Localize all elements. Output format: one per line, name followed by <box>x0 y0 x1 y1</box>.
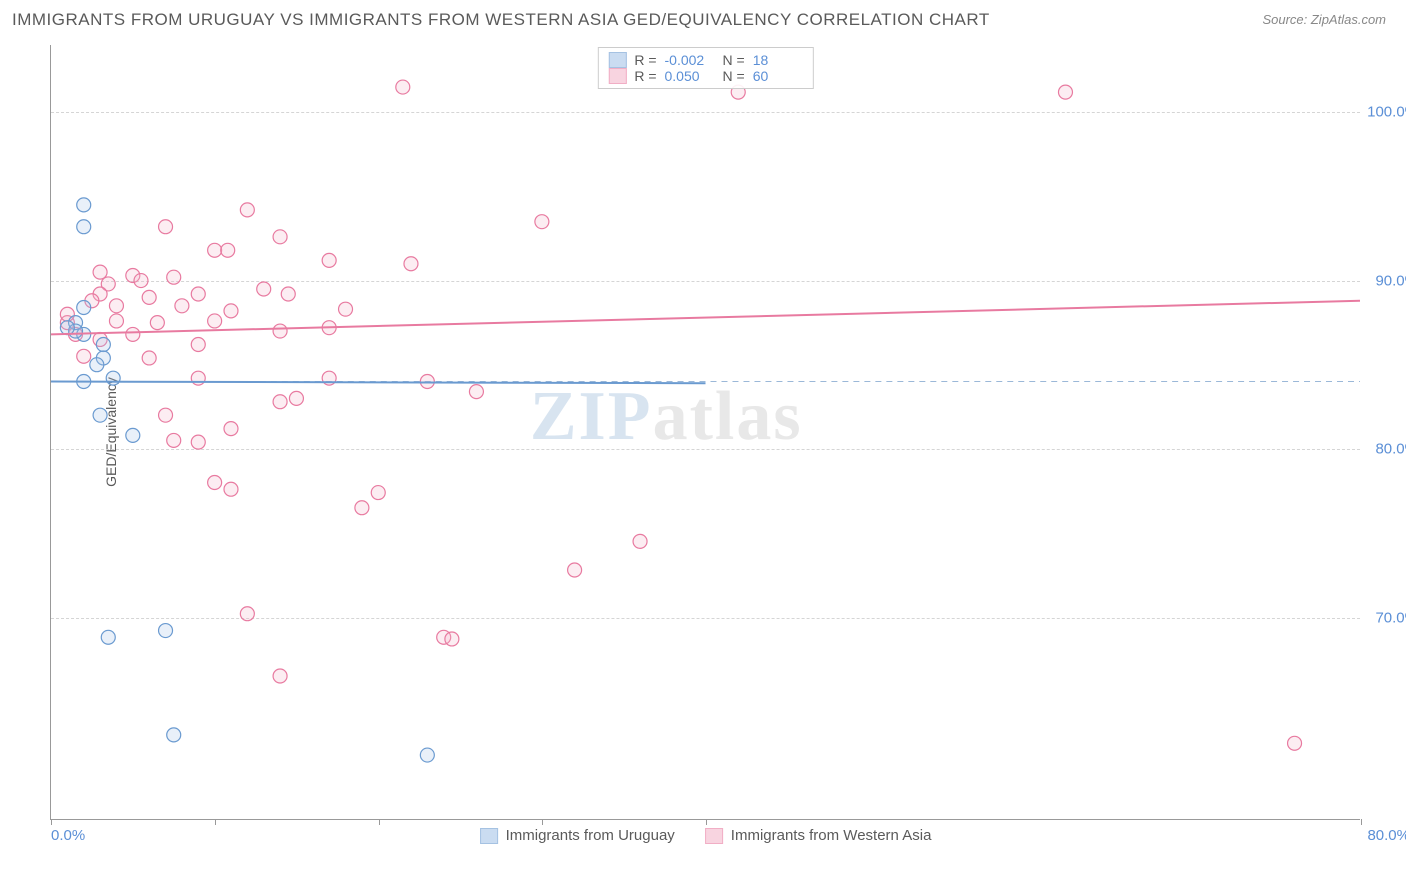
data-point-western_asia <box>1288 736 1302 750</box>
data-point-western_asia <box>93 265 107 279</box>
data-point-western_asia <box>535 215 549 229</box>
legend-stats: R = -0.002 N = 18 R = 0.050 N = 60 <box>597 47 813 89</box>
legend-swatch <box>608 52 626 68</box>
trend-line-western_asia <box>51 301 1360 335</box>
x-tick <box>542 819 543 825</box>
legend-swatch <box>480 828 498 844</box>
data-point-western_asia <box>273 669 287 683</box>
chart-title: IMMIGRANTS FROM URUGUAY VS IMMIGRANTS FR… <box>12 10 990 30</box>
y-tick-label: 90.0% <box>1375 272 1406 289</box>
r-value: 0.050 <box>665 68 715 84</box>
data-point-western_asia <box>633 534 647 548</box>
data-point-western_asia <box>175 299 189 313</box>
data-point-western_asia <box>191 435 205 449</box>
data-point-uruguay <box>420 748 434 762</box>
x-tick <box>706 819 707 825</box>
x-tick <box>379 819 380 825</box>
data-point-uruguay <box>90 358 104 372</box>
data-point-western_asia <box>281 287 295 301</box>
data-point-western_asia <box>257 282 271 296</box>
data-point-western_asia <box>77 349 91 363</box>
data-point-western_asia <box>167 270 181 284</box>
data-point-western_asia <box>159 220 173 234</box>
data-point-western_asia <box>191 287 205 301</box>
n-value: 60 <box>753 68 803 84</box>
data-point-uruguay <box>159 624 173 638</box>
data-point-western_asia <box>142 351 156 365</box>
y-tick-label: 80.0% <box>1375 441 1406 458</box>
data-point-western_asia <box>167 433 181 447</box>
plot-area: GED/Equivalency ZIPatlas 70.0%80.0%90.0%… <box>50 45 1360 820</box>
data-point-western_asia <box>322 253 336 267</box>
data-point-western_asia <box>159 408 173 422</box>
data-point-western_asia <box>191 338 205 352</box>
legend-item-uruguay: Immigrants from Uruguay <box>480 827 675 844</box>
data-point-western_asia <box>109 314 123 328</box>
data-point-western_asia <box>150 316 164 330</box>
data-point-western_asia <box>191 371 205 385</box>
x-tick-label: 80.0% <box>1367 827 1406 844</box>
data-point-western_asia <box>273 395 287 409</box>
data-point-western_asia <box>240 203 254 217</box>
data-point-western_asia <box>224 482 238 496</box>
x-tick <box>215 819 216 825</box>
data-point-western_asia <box>273 324 287 338</box>
data-point-western_asia <box>289 391 303 405</box>
x-tick <box>51 819 52 825</box>
data-point-western_asia <box>208 314 222 328</box>
data-point-uruguay <box>167 728 181 742</box>
data-point-western_asia <box>445 632 459 646</box>
data-point-western_asia <box>469 385 483 399</box>
n-value: 18 <box>753 52 803 68</box>
data-point-western_asia <box>355 501 369 515</box>
data-point-western_asia <box>208 475 222 489</box>
data-point-uruguay <box>106 371 120 385</box>
data-point-western_asia <box>240 607 254 621</box>
plot-svg <box>51 45 1360 819</box>
data-point-western_asia <box>221 243 235 257</box>
r-label: R = <box>634 68 656 84</box>
x-tick <box>1361 819 1362 825</box>
data-point-western_asia <box>224 304 238 318</box>
x-tick-label: 0.0% <box>51 827 85 844</box>
r-label: R = <box>634 52 656 68</box>
n-label: N = <box>723 52 745 68</box>
data-point-uruguay <box>93 408 107 422</box>
data-point-western_asia <box>339 302 353 316</box>
legend-label: Immigrants from Uruguay <box>506 827 675 844</box>
r-value: -0.002 <box>665 52 715 68</box>
trend-line-uruguay <box>51 382 706 384</box>
data-point-uruguay <box>96 338 110 352</box>
legend-swatch <box>608 68 626 84</box>
data-point-western_asia <box>273 230 287 244</box>
data-point-western_asia <box>396 80 410 94</box>
data-point-western_asia <box>224 422 238 436</box>
legend-item-western_asia: Immigrants from Western Asia <box>705 827 932 844</box>
legend-label: Immigrants from Western Asia <box>731 827 932 844</box>
data-point-uruguay <box>77 300 91 314</box>
data-point-western_asia <box>109 299 123 313</box>
y-tick-label: 100.0% <box>1367 104 1406 121</box>
data-point-western_asia <box>371 486 385 500</box>
legend-series: Immigrants from Uruguay Immigrants from W… <box>480 827 932 844</box>
legend-stat-row-uruguay: R = -0.002 N = 18 <box>608 52 802 68</box>
data-point-western_asia <box>126 327 140 341</box>
data-point-western_asia <box>208 243 222 257</box>
legend-stat-row-western_asia: R = 0.050 N = 60 <box>608 68 802 84</box>
data-point-uruguay <box>126 428 140 442</box>
data-point-uruguay <box>77 220 91 234</box>
source-label: Source: ZipAtlas.com <box>1262 12 1386 27</box>
data-point-western_asia <box>568 563 582 577</box>
legend-swatch <box>705 828 723 844</box>
data-point-western_asia <box>134 274 148 288</box>
data-point-uruguay <box>77 198 91 212</box>
y-tick-label: 70.0% <box>1375 609 1406 626</box>
data-point-western_asia <box>1058 85 1072 99</box>
chart-container: IMMIGRANTS FROM URUGUAY VS IMMIGRANTS FR… <box>0 0 1406 892</box>
data-point-western_asia <box>404 257 418 271</box>
data-point-uruguay <box>60 321 74 335</box>
n-label: N = <box>723 68 745 84</box>
data-point-uruguay <box>101 630 115 644</box>
data-point-western_asia <box>142 290 156 304</box>
